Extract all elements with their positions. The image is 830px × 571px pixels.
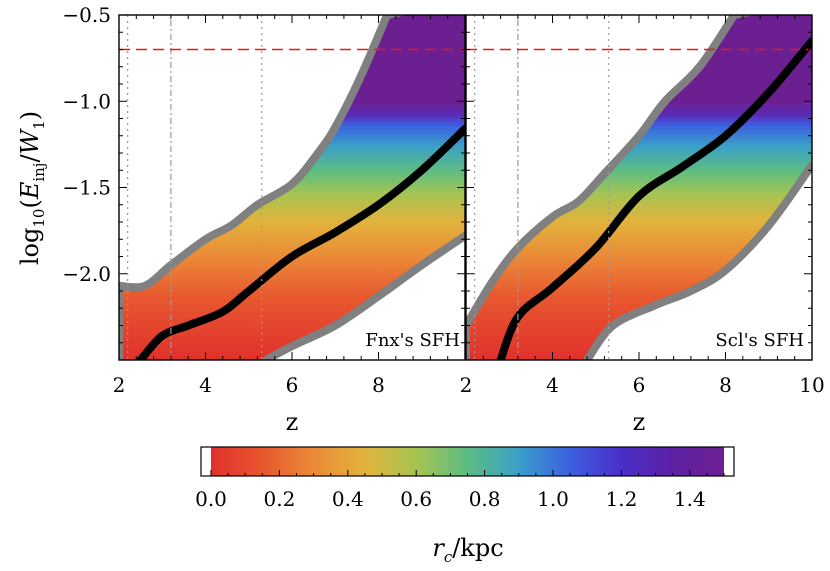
x-tick-label-left: 8 <box>372 373 385 397</box>
x-tick-label-right: 2 <box>460 373 473 397</box>
y-tick-label: −1.5 <box>62 176 111 200</box>
x-axis-title-right: z <box>633 408 646 436</box>
x-tick-labels: 2 4 6 8 2 4 6 8 10 <box>113 373 825 397</box>
colorbar-tick-label: 0.8 <box>469 487 501 511</box>
colorbar-gradient <box>211 447 724 476</box>
ticks-right <box>465 14 812 361</box>
band-left <box>119 15 465 360</box>
colorbar-tick-label: 1.2 <box>605 487 637 511</box>
colorbar-tick-label: 1.0 <box>537 487 569 511</box>
median-line-right <box>496 36 812 360</box>
x-tick-label-right: 10 <box>799 373 824 397</box>
y-tick-label: −1.0 <box>62 89 111 113</box>
x-tick-label-right: 6 <box>633 373 646 397</box>
left-panel: Fnx's SFH <box>118 14 466 361</box>
y-tick-label: −2.0 <box>62 262 111 286</box>
x-tick-label-left: 4 <box>199 373 212 397</box>
colorbar: 0.0 0.2 0.4 0.6 0.8 1.0 1.2 1.4 <box>195 446 735 511</box>
x-tick-label-left: 2 <box>113 373 126 397</box>
colorbar-title: rc/kpc <box>432 534 503 566</box>
x-tick-label-right: 8 <box>719 373 732 397</box>
colorbar-tick-label: 0.0 <box>195 487 227 511</box>
x-axis-title-left: z <box>286 408 299 436</box>
right-panel: Scl's SFH <box>465 14 813 361</box>
y-tick-labels: −0.5 −1.0 −1.5 −2.0 <box>62 3 111 286</box>
colorbar-tick-label: 0.4 <box>332 487 364 511</box>
vertical-lines-left <box>127 15 263 360</box>
vertical-lines-right <box>474 15 610 360</box>
ticks-left <box>118 14 465 361</box>
colorbar-tick-label: 0.6 <box>400 487 432 511</box>
y-tick-label: −0.5 <box>62 3 111 27</box>
y-axis-title: log10(Einj/W1) <box>16 111 48 265</box>
colorbar-tick-label: 0.2 <box>263 487 295 511</box>
band-right <box>466 15 812 360</box>
x-tick-label-right: 4 <box>546 373 559 397</box>
colorbar-tick-label: 1.4 <box>674 487 706 511</box>
median-line-left <box>136 124 465 360</box>
colorbar-ticks: 0.0 0.2 0.4 0.6 0.8 1.0 1.2 1.4 <box>195 470 725 511</box>
panel-label-left: Fnx's SFH <box>365 330 460 351</box>
panel-label-right: Scl's SFH <box>715 330 804 351</box>
x-tick-label-left: 6 <box>286 373 299 397</box>
